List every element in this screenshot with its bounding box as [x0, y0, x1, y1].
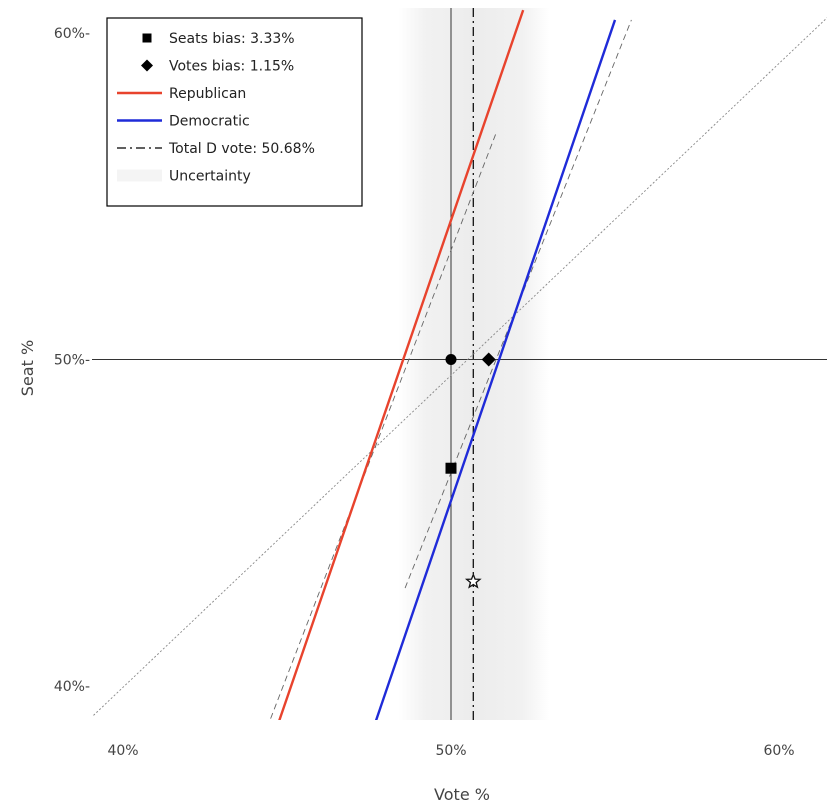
series-line-proportionality [93, 17, 827, 716]
star-marker [464, 572, 482, 589]
y-axis-title: Seat % [18, 340, 37, 396]
x-axis-ticks: 40% 50% 60% [107, 743, 794, 759]
uncertainty-band [398, 8, 550, 720]
y-tick-label: 40%- [54, 679, 90, 695]
y-axis-ticks: 40%- 50%- 60%- [54, 26, 90, 695]
series-line-republican [278, 9, 525, 720]
legend-symbol-square [142, 33, 152, 43]
legend-label-uncertainty: Uncertainty [169, 169, 251, 185]
series-line-republican-dashed [270, 130, 498, 719]
y-tick-label: 60%- [54, 26, 90, 42]
legend-label-votes-bias: Votes bias: 1.15% [169, 59, 294, 75]
plot-area [92, 8, 827, 720]
x-tick-label: 40% [107, 743, 138, 759]
plot-content [92, 8, 827, 720]
legend-label-total-d-vote: Total D vote: 50.68% [168, 141, 315, 157]
x-tick-label: 50% [435, 743, 466, 759]
x-tick-label: 60% [763, 743, 794, 759]
legend: Seats bias: 3.33% Votes bias: 1.15% Republ… [106, 17, 363, 207]
votes-bias-diamond-marker [481, 352, 496, 367]
seats-bias-square-marker [445, 462, 457, 474]
series-line-democratic [374, 19, 617, 720]
y-tick-label: 50%- [54, 353, 90, 369]
x-axis-title: Vote % [434, 785, 490, 804]
legend-symbol-band [117, 169, 162, 182]
legend-label-republican: Republican [169, 86, 246, 102]
legend-label-democratic: Democratic [169, 114, 250, 130]
legend-label-seats-bias: Seats bias: 3.33% [169, 31, 295, 47]
votes-bias-circle-marker [445, 354, 457, 365]
legend-symbol-diamond [141, 59, 153, 72]
